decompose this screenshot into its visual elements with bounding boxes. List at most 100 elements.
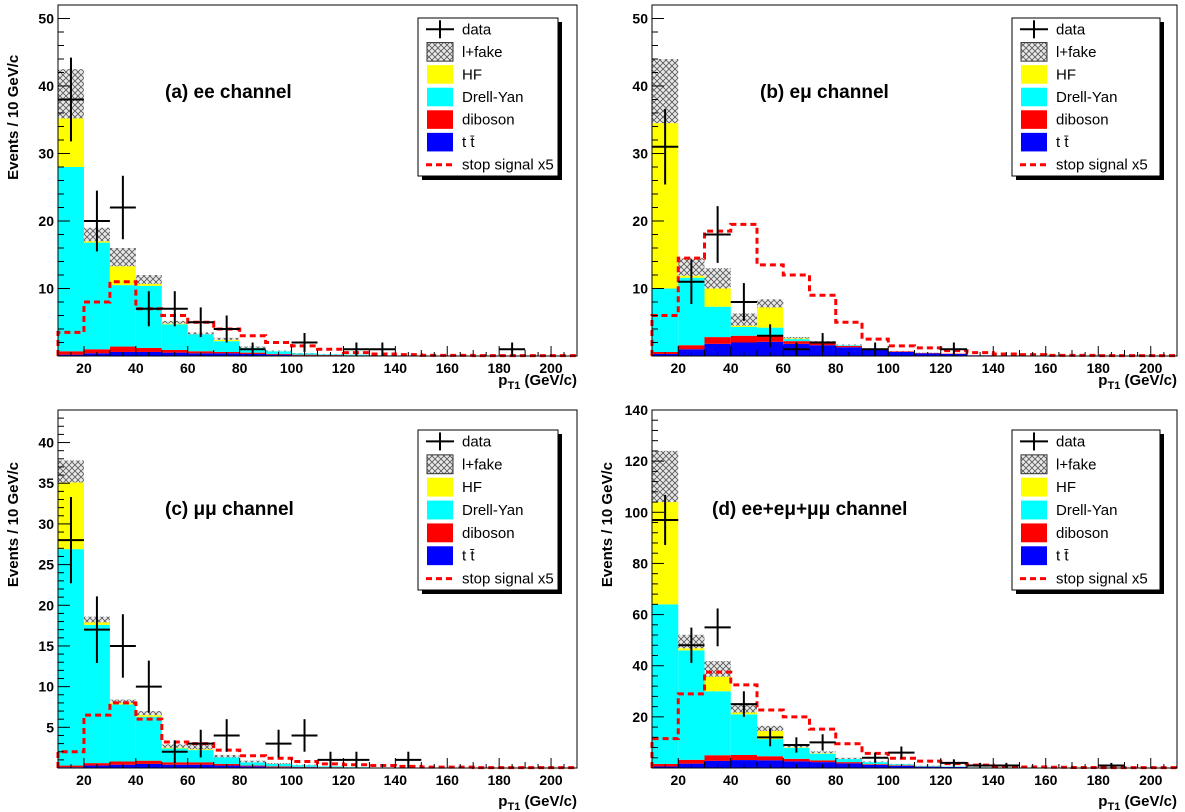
data-point: [888, 746, 915, 759]
bar: [783, 339, 810, 342]
legend-item: stop signal x5: [1020, 157, 1148, 174]
y-axis-label: Events / 10 GeV/c: [599, 462, 616, 587]
x-axis-label: pT1 (GeV/c): [1098, 372, 1177, 392]
data-point: [809, 333, 836, 352]
bar: [704, 755, 731, 761]
x-tick-label: 20: [670, 360, 686, 376]
legend-item: data: [426, 432, 492, 451]
y-tick-label: 80: [632, 555, 648, 571]
bar: [783, 758, 810, 762]
channel-label: (a) ee channel: [165, 82, 292, 103]
bar: [109, 761, 136, 765]
data-point: [265, 729, 292, 758]
data-point: [135, 291, 162, 327]
bar: [109, 285, 136, 347]
legend-label: stop signal x5: [1056, 157, 1148, 174]
bar: [109, 704, 136, 762]
legend-item: HF: [427, 477, 482, 497]
y-tick-label: 25: [38, 557, 54, 573]
bar: [757, 299, 784, 308]
y-tick-label: 20: [38, 213, 54, 229]
legend-item: Drell-Yan: [1021, 87, 1117, 107]
bar: [58, 167, 84, 352]
bar: [730, 342, 757, 356]
legend: data l+fake HF Drell-Yan diboson t t̄ stop sig…: [417, 17, 562, 180]
channel-label: (b) eμ channel: [760, 82, 889, 103]
x-tick-label: 180: [487, 772, 511, 788]
y-tick-label: 5: [46, 719, 54, 735]
x-tick-label: 120: [929, 360, 953, 376]
y-tick-label: 10: [38, 281, 54, 297]
y-tick-label: 10: [38, 679, 54, 695]
bar: [704, 268, 731, 289]
legend-label: diboson: [462, 112, 515, 129]
legend-label: t t̄: [1056, 134, 1069, 151]
legend: data l+fake HF Drell-Yan diboson t t̄ stop sig…: [1011, 429, 1164, 594]
legend-label: t t̄: [462, 134, 475, 151]
legend-label: l+fake: [1056, 44, 1096, 61]
bar: [704, 306, 731, 338]
legend-label: HF: [462, 479, 482, 496]
legend-item: stop signal x5: [1020, 571, 1148, 588]
x-tick-label: 60: [775, 772, 791, 788]
legend-item: diboson: [427, 523, 515, 543]
bar: [187, 334, 214, 352]
legend-label: l+fake: [462, 456, 502, 473]
y-tick-label: 40: [632, 658, 648, 674]
bar: [109, 346, 136, 352]
x-tick-label: 200: [539, 772, 563, 788]
legend-label: stop signal x5: [462, 157, 554, 174]
x-tick-label: 40: [723, 772, 739, 788]
data-point: [809, 734, 836, 751]
legend-label: Drell-Yan: [1056, 89, 1117, 106]
bar: [835, 762, 862, 764]
y-tick-label: 30: [632, 146, 648, 162]
x-tick-label: 140: [384, 360, 408, 376]
legend-item: l+fake: [426, 454, 502, 475]
bar: [135, 760, 162, 764]
x-tick-label: 120: [332, 772, 356, 788]
data-point: [109, 614, 136, 678]
x-tick-label: 60: [180, 360, 196, 376]
x-tick-label: 80: [828, 360, 844, 376]
bar: [239, 760, 266, 763]
legend-item: l+fake: [1020, 454, 1096, 475]
bar: [58, 549, 84, 766]
legend-label: t t̄: [462, 548, 475, 565]
legend: data l+fake HF Drell-Yan diboson t t̄ stop sig…: [1011, 17, 1164, 180]
stop-signal-line: [650, 670, 1177, 770]
data-point: [704, 206, 731, 263]
bar: [135, 283, 162, 286]
legend-item: l+fake: [426, 42, 502, 62]
data-point: [757, 324, 784, 348]
legend-label: HF: [462, 66, 482, 83]
data-point: [135, 660, 162, 713]
x-tick-label: 200: [1139, 360, 1163, 376]
legend-item: Drell-Yan: [427, 500, 523, 520]
y-tick-label: 35: [38, 475, 54, 491]
data-point: [783, 737, 810, 753]
x-tick-label: 160: [436, 360, 460, 376]
y-tick-label: 100: [625, 504, 649, 520]
x-tick-label: 180: [1087, 360, 1111, 376]
y-tick-label: 10: [632, 281, 648, 297]
y-axis-label: Events / 10 GeV/c: [5, 462, 22, 587]
legend-label: data: [462, 21, 492, 38]
data-point: [213, 719, 240, 752]
x-axis-label: pT1 (GeV/c): [498, 372, 577, 392]
bar: [58, 460, 84, 483]
x-tick-label: 140: [384, 772, 408, 788]
legend-item: t t̄: [1021, 132, 1069, 152]
x-tick-label: 40: [723, 360, 739, 376]
stack-drellyan: [58, 167, 396, 356]
data-point: [730, 691, 757, 717]
y-tick-label: 20: [38, 597, 54, 613]
data-point: [730, 283, 757, 321]
data-point: [652, 494, 679, 546]
channel-label: (d) ee+eμ+μμ channel: [712, 499, 907, 520]
bar: [161, 762, 188, 765]
x-axis-label: pT1 (GeV/c): [1098, 793, 1177, 812]
data-point: [83, 190, 110, 252]
bar: [704, 691, 731, 756]
bar: [835, 345, 862, 348]
